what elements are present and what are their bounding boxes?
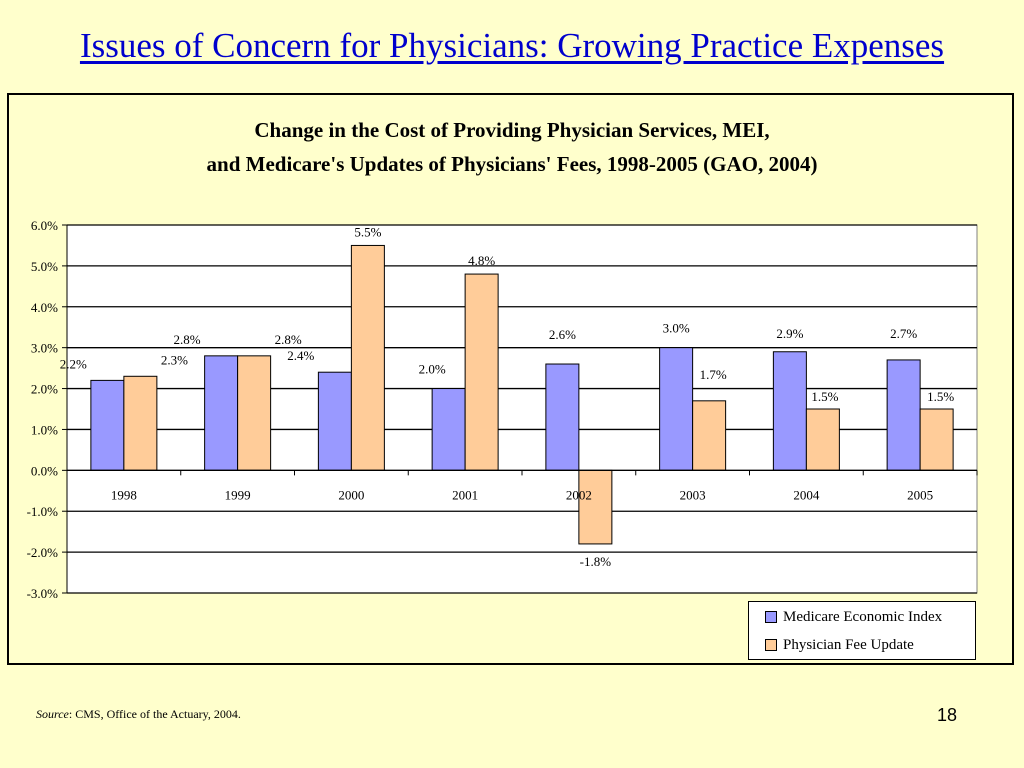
bar-mei [886,359,921,471]
y-tick-label: 6.0% [31,218,58,233]
y-tick-label: 2.0% [31,382,58,397]
chart-title: Change in the Cost of Providing Physicia… [0,113,1024,181]
bar-fee [919,408,954,471]
chart-legend: Medicare Economic Index Physician Fee Up… [748,601,976,660]
y-tick-label: -1.0% [27,504,59,519]
bar-fee [464,273,499,471]
plot-area [66,224,978,594]
y-tick-label: 3.0% [31,341,58,356]
x-tick-label: 2001 [452,487,478,502]
page-number: 18 [937,705,958,725]
legend-label-mei: Medicare Economic Index [783,609,943,625]
chart-title-line-2: and Medicare's Updates of Physicians' Fe… [206,152,818,176]
y-tick-label: 0.0% [31,463,58,478]
data-label-fee: 4.8% [468,253,495,268]
data-label-mei: 2.4% [287,348,314,363]
data-label-fee: 1.7% [700,367,727,382]
bar-fee [237,355,272,471]
bar-mei [659,347,694,471]
legend-label-fee: Physician Fee Update [783,637,914,653]
legend-item-fee: Physician Fee Update [765,635,914,655]
bar-fee [692,400,727,471]
data-label-fee: 2.3% [161,352,188,367]
data-label-mei: 2.0% [419,362,446,377]
chart-title-line-1: Change in the Cost of Providing Physicia… [254,118,770,142]
y-tick-label: -3.0% [27,586,59,601]
legend-item-mei: Medicare Economic Index [765,607,942,627]
bar-mei [772,351,807,471]
bar-mei [204,355,239,471]
bar-mei [431,388,466,471]
x-tick-label: 1998 [111,487,137,502]
x-tick-label: 2000 [338,487,364,502]
data-label-mei: 2.6% [549,327,576,342]
bar-fee [123,375,158,471]
bar-fee [350,244,385,471]
source-text: : CMS, Office of the Actuary, 2004. [68,707,241,721]
slide-title: Issues of Concern for Physicians: Growin… [79,26,945,65]
data-label-mei: 3.0% [663,321,690,336]
bar-mei [545,363,580,471]
legend-swatch-fee [765,638,777,651]
data-label-mei: 2.2% [60,356,87,371]
data-label-fee: 1.5% [927,389,954,404]
y-tick-label: 4.0% [31,300,58,315]
x-tick-label: 2003 [680,487,706,502]
x-tick-label: 1999 [225,487,251,502]
bar-fee [578,469,613,545]
bar-mei [90,379,125,471]
source-label: Source [36,707,69,721]
data-label-fee: -1.8% [580,554,612,569]
bar-mei [317,371,352,471]
y-tick-label: -2.0% [27,545,59,560]
data-label-fee: 2.8% [275,332,302,347]
x-tick-label: 2002 [566,487,592,502]
data-label-fee: 1.5% [811,389,838,404]
data-label-mei: 2.9% [776,326,803,341]
x-tick-label: 2005 [907,487,933,502]
x-tick-label: 2004 [793,487,820,502]
source-note: Source: CMS, Office of the Actuary, 2004… [36,707,241,722]
data-label-mei: 2.7% [890,326,917,341]
legend-swatch-mei [765,610,777,623]
data-label-mei: 2.8% [174,332,201,347]
bar-chart: 6.0% 5.0% 4.0% 3.0% 2.0% 1.0% 0.0% -1.0% -2.0% -3… [27,218,978,601]
data-label-fee: 5.5% [354,224,381,239]
y-tick-label: 1.0% [31,422,58,437]
bar-fee [805,408,840,471]
y-tick-label: 5.0% [31,259,58,274]
